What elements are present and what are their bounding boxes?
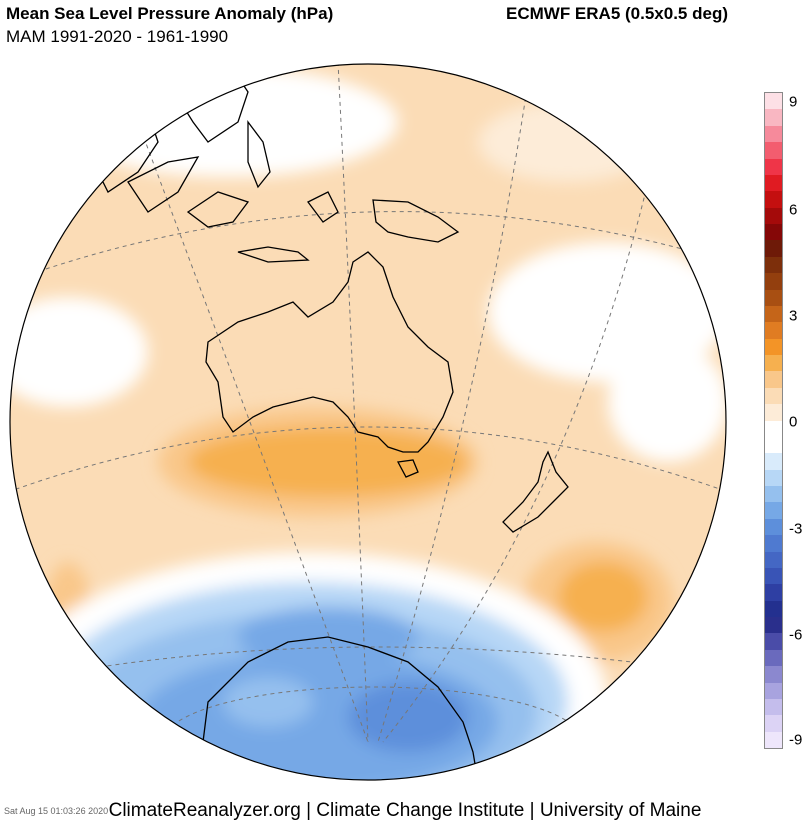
colorbar-tick-label: -6	[789, 626, 803, 644]
colorbar-segment	[765, 93, 782, 110]
colorbar-segment	[765, 142, 782, 159]
colorbar-segment	[765, 387, 782, 405]
colorbar-segment	[765, 191, 782, 208]
colorbar-tick-label: -9	[789, 731, 803, 749]
colorbar-tick-label: 9	[789, 93, 798, 111]
timestamp: Sat Aug 15 01:03:26 2020	[4, 806, 109, 816]
colorbar-segment	[765, 436, 782, 454]
colorbar-segment	[765, 371, 782, 388]
colorbar-segment	[765, 551, 782, 568]
globe-map	[9, 63, 727, 781]
footer-credit: ClimateReanalyzer.org | Climate Change I…	[108, 800, 702, 821]
colorbar-segment	[765, 535, 782, 552]
colorbar-segment	[765, 256, 782, 274]
colorbar-segment	[765, 109, 782, 126]
colorbar-segment	[765, 289, 782, 306]
colorbar-segment	[765, 731, 782, 748]
colorbar-segment	[765, 453, 782, 470]
colorbar-segment	[765, 633, 782, 650]
colorbar-segment	[765, 486, 782, 503]
colorbar-tick-label: 6	[789, 201, 798, 219]
colorbar-segment	[765, 207, 782, 224]
colorbar-segment	[765, 158, 782, 175]
colorbar-segment	[765, 584, 782, 601]
colorbar-segment	[765, 305, 782, 323]
map-title: Mean Sea Level Pressure Anomaly (hPa)	[6, 4, 334, 23]
colorbar-segment	[765, 240, 782, 257]
colorbar-segment	[765, 600, 782, 617]
map-subtitle: MAM 1991-2020 - 1961-1990	[6, 27, 229, 46]
colorbar-segment	[765, 682, 782, 699]
colorbar-segment	[765, 649, 782, 667]
colorbar-segment	[765, 404, 782, 421]
colorbar-ticks: 9 6 3 0 -3 -6 -9	[789, 92, 809, 749]
colorbar-segment	[765, 502, 782, 519]
colorbar-segment	[765, 355, 782, 372]
colorbar-segment	[765, 698, 782, 716]
data-source-label: ECMWF ERA5 (0.5x0.5 deg)	[506, 4, 728, 23]
colorbar-segment	[765, 322, 782, 339]
globe-outline	[9, 63, 727, 781]
colorbar-segment	[765, 715, 782, 732]
colorbar-segment	[765, 125, 782, 143]
colorbar-segment	[765, 567, 782, 585]
colorbar-segment	[765, 617, 782, 634]
colorbar-segment	[765, 224, 782, 241]
colorbar-segment	[765, 420, 782, 437]
colorbar-tick-label: 3	[789, 307, 798, 325]
colorbar-segment	[765, 518, 782, 536]
colorbar	[764, 92, 783, 749]
colorbar-segment	[765, 338, 782, 355]
colorbar-segment	[765, 666, 782, 683]
colorbar-segment	[765, 469, 782, 486]
colorbar-tick-label: 0	[789, 413, 798, 431]
colorbar-segment	[765, 273, 782, 290]
colorbar-tick-label: -3	[789, 520, 803, 538]
colorbar-segment	[765, 174, 782, 192]
